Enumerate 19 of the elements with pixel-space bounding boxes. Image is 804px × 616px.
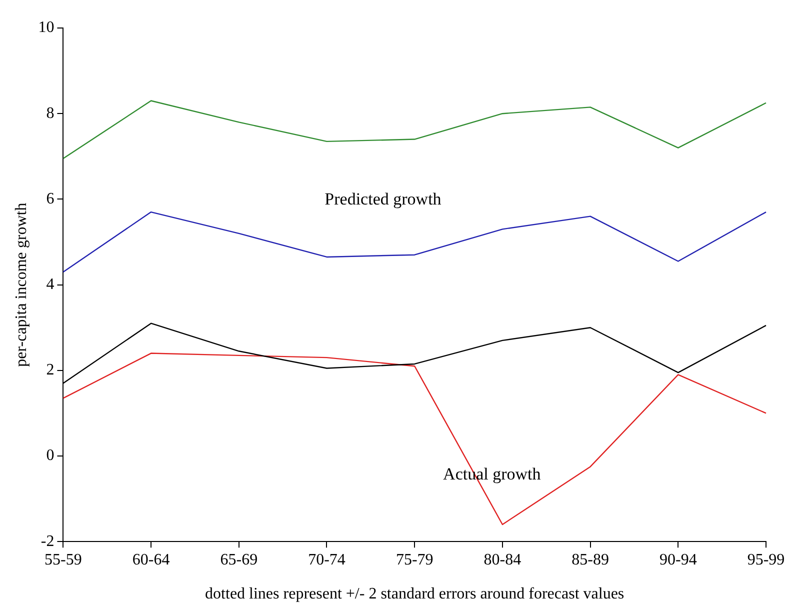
y-tick-label: 4: [46, 276, 54, 294]
x-tick-label: 85-89: [572, 551, 609, 568]
x-tick-label: 55-59: [44, 551, 82, 568]
x-axis-title: dotted lines represent +/- 2 standard errors around forecast values: [205, 586, 624, 603]
x-tick-label: 70-74: [308, 551, 346, 568]
x-tick-label: 65-69: [220, 551, 258, 568]
y-tick-label: 2: [46, 362, 54, 379]
y-tick-label: -2: [40, 532, 54, 550]
y-tick-label: 6: [46, 190, 54, 208]
y-axis-title: per-capita income growth: [12, 202, 30, 367]
x-tick-label: 80-84: [484, 551, 522, 568]
x-tick-label: 60-64: [132, 551, 170, 568]
x-tick-label: 95-99: [747, 551, 785, 568]
y-tick-label: 0: [46, 447, 54, 464]
y-tick-label: 8: [46, 104, 54, 122]
x-tick-label: 90-94: [659, 551, 697, 568]
annotation: Predicted growth: [324, 190, 442, 209]
y-tick-label: 10: [38, 19, 54, 36]
x-tick-label: 75-79: [396, 551, 434, 568]
